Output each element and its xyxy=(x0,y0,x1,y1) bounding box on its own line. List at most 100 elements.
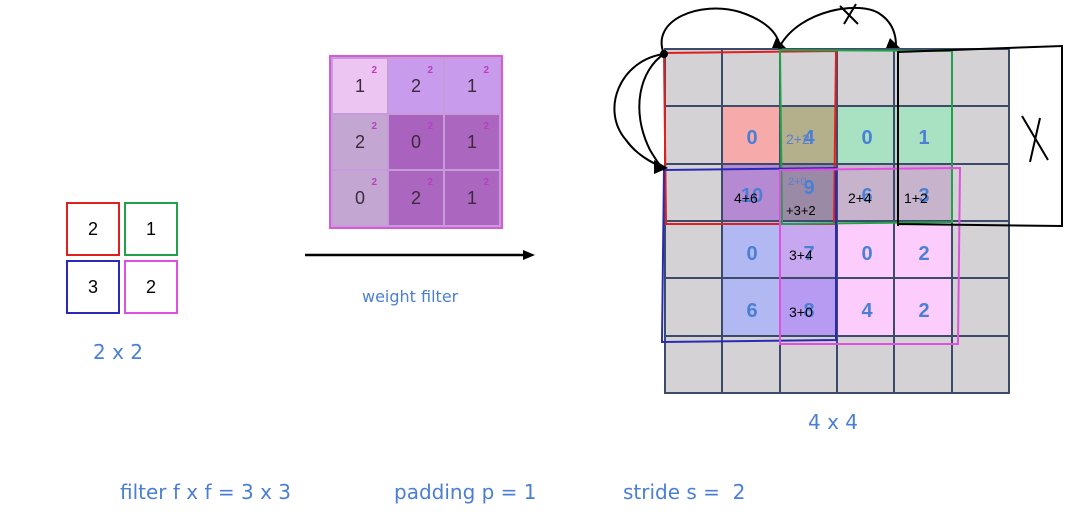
output-cell xyxy=(780,164,836,220)
filter-value: 1 xyxy=(354,75,365,96)
stride-arrow-icon xyxy=(660,7,781,55)
stride-arrow-icon xyxy=(613,53,665,169)
filter-superscript: 2 xyxy=(427,177,433,188)
filter-value: 2 xyxy=(410,75,421,96)
arrow-origin-dot xyxy=(660,50,668,58)
arrowhead-icon xyxy=(654,160,668,174)
green-receptive-box xyxy=(778,48,953,226)
input-cell: 2 xyxy=(66,202,120,256)
grid-cell xyxy=(952,50,1008,106)
stride-label: stride s = 2 xyxy=(623,480,746,504)
input-size-label: 2 x 2 xyxy=(93,340,143,364)
computation-note: 3+4 xyxy=(789,247,813,263)
grid-cell xyxy=(666,336,722,392)
output-value: 4 xyxy=(803,126,815,149)
output-value: 2 xyxy=(918,242,930,265)
arrowhead-icon xyxy=(886,38,900,48)
computation-note: 4+6 xyxy=(734,190,758,206)
computation-note: 3+0 xyxy=(789,304,813,320)
grid-cell xyxy=(952,164,1008,220)
filter-superscript: 2 xyxy=(483,177,489,188)
output-cell xyxy=(895,107,951,163)
red-receptive-box xyxy=(662,49,838,225)
computation-note: +3+2 xyxy=(786,203,816,218)
filter-value: 0 xyxy=(354,187,365,208)
grid-cell xyxy=(952,107,1008,163)
grid-cell xyxy=(952,279,1008,335)
output-cell xyxy=(837,164,894,220)
filter-superscript: 2 xyxy=(371,65,377,76)
filter-value: 2 xyxy=(354,131,365,152)
grid-cell xyxy=(723,50,779,106)
out-of-bounds-box xyxy=(897,44,1063,228)
filter-size-label: filter f x f = 3 x 3 xyxy=(120,480,291,504)
output-value: 1 xyxy=(918,126,930,149)
filter-caption: weight filter xyxy=(362,287,459,306)
filter-value: 2 xyxy=(410,187,421,208)
output-size-label: 4 x 4 xyxy=(808,410,858,434)
computation-note: 1+2 xyxy=(904,190,928,206)
computation-note: 2+0 xyxy=(788,176,807,188)
output-cell xyxy=(837,279,894,335)
output-value: 0 xyxy=(861,242,873,265)
input-matrix: 2 1 3 2 xyxy=(66,202,182,318)
output-value: 2 xyxy=(918,299,930,322)
output-cell xyxy=(723,107,779,163)
grid-cell xyxy=(952,336,1008,392)
filter-superscript: 2 xyxy=(483,121,489,132)
output-cell xyxy=(723,279,779,335)
computation-note: 2+2 xyxy=(786,131,810,147)
grid-cell xyxy=(666,50,722,106)
output-value: 0 xyxy=(746,242,758,265)
input-cell: 1 xyxy=(124,202,178,256)
grid-cell xyxy=(780,336,836,392)
filter-value: 0 xyxy=(410,131,421,152)
output-value: 3 xyxy=(918,184,930,207)
output-cell xyxy=(780,279,836,335)
filter-superscript: 2 xyxy=(427,65,433,76)
grid-cell xyxy=(895,336,951,392)
filter-value: 1 xyxy=(466,75,477,96)
output-cell xyxy=(895,279,951,335)
filter-superscript: 2 xyxy=(427,121,433,132)
grid-cell xyxy=(837,50,894,106)
output-cell xyxy=(780,107,836,163)
output-value: 6 xyxy=(861,184,873,207)
grid-cell xyxy=(952,221,1008,278)
grid-cell xyxy=(780,50,836,106)
grid-cell xyxy=(666,164,722,220)
output-value: 0 xyxy=(861,126,873,149)
arrow-right-icon xyxy=(305,250,535,260)
computation-note: 2+4 xyxy=(848,190,872,206)
stride-arrow-icon xyxy=(638,53,665,171)
output-value: 9 xyxy=(803,176,815,199)
grid-cell xyxy=(837,336,894,392)
filter-value: 1 xyxy=(466,187,477,208)
output-cell xyxy=(723,164,779,220)
stride-arrow-icon xyxy=(779,7,897,47)
output-cell xyxy=(837,107,894,163)
output-value: 6 xyxy=(746,299,758,322)
blue-receptive-box xyxy=(660,166,837,344)
filter-value: 1 xyxy=(466,131,477,152)
arrowhead-icon xyxy=(772,38,786,48)
output-value: 8 xyxy=(803,299,815,322)
input-cell: 2 xyxy=(124,260,178,314)
output-value: 0 xyxy=(746,126,758,149)
grid-cell xyxy=(723,336,779,392)
output-cell xyxy=(780,221,836,278)
output-cell xyxy=(895,164,951,220)
filter-superscript: 2 xyxy=(371,177,377,188)
grid-cell xyxy=(666,279,722,335)
